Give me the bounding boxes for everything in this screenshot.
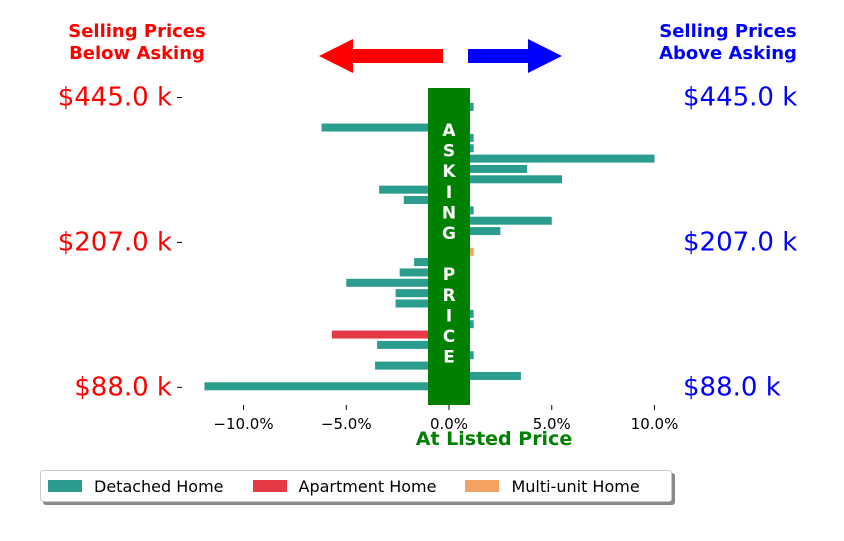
legend: Detached Home Apartment Home Multi-unit Ho… <box>40 470 672 502</box>
bar <box>379 185 449 194</box>
bar <box>449 154 655 163</box>
bar <box>449 371 521 380</box>
y-axis-right: $445.0 k $207.0 k $88.0 k <box>683 83 797 403</box>
bar <box>403 196 449 204</box>
bar <box>395 299 449 308</box>
band-letter: I <box>446 183 452 203</box>
band-letter: P <box>443 265 455 285</box>
band-letter: A <box>442 121 456 141</box>
legend-item: Apartment Home <box>246 476 437 496</box>
legend-label: Apartment Home <box>298 476 437 496</box>
bar <box>346 278 449 287</box>
legend-swatch <box>48 480 82 492</box>
band-letter: K <box>442 162 456 182</box>
legend-swatch <box>252 480 287 492</box>
band-letter: E <box>443 348 455 368</box>
legend-item: Detached Home <box>41 477 224 496</box>
asking-price-band <box>428 88 470 405</box>
x-axis: −10.0% −5.0% 0.0% 5.0% 10.0% <box>213 405 678 433</box>
y-axis-left: $445.0 k $207.0 k $88.0 k <box>58 83 182 402</box>
bar <box>321 123 449 132</box>
below-asking-header: Selling Prices Below Asking <box>68 21 206 64</box>
band-letter: G <box>442 224 456 244</box>
y-tick-label-left: $88.0 k <box>74 372 172 402</box>
y-tick-label-left: $445.0 k <box>58 83 172 113</box>
x-tick-label: 0.0% <box>430 415 468 433</box>
y-tick-label-left: $207.0 k <box>58 227 172 257</box>
y-tick-label-right: $445.0 k <box>683 83 797 113</box>
legend-item: Multi-unit Home <box>458 476 640 496</box>
bar <box>204 382 449 391</box>
bar <box>449 216 552 225</box>
bar <box>375 361 449 370</box>
bar <box>449 175 563 184</box>
bar <box>395 289 449 298</box>
legend-swatch <box>465 480 500 492</box>
band-letter: S <box>443 142 455 162</box>
x-tick-label: −10.0% <box>213 415 273 433</box>
x-tick-label: −5.0% <box>321 415 372 433</box>
x-tick-label: 5.0% <box>533 415 571 433</box>
listed-price-caption: At Listed Price <box>416 428 572 450</box>
band-letter: N <box>442 203 456 223</box>
right-arrow-icon <box>468 39 562 73</box>
bar <box>399 268 449 277</box>
legend-label: Multi-unit Home <box>511 476 640 496</box>
above-asking-header: Selling Prices Above Asking <box>659 21 797 64</box>
y-tick-label-right: $88.0 k <box>683 372 781 402</box>
x-tick-label: 10.0% <box>631 415 679 433</box>
left-arrow-icon <box>319 39 443 73</box>
y-tick-label-right: $207.0 k <box>683 227 797 257</box>
band-letter: I <box>446 306 452 326</box>
bar <box>449 227 501 236</box>
band-letter: C <box>443 327 455 347</box>
band-letter: R <box>442 286 455 306</box>
bar <box>331 330 449 339</box>
bar <box>449 164 528 173</box>
legend-label: Detached Home <box>94 476 224 496</box>
bar <box>377 340 449 349</box>
